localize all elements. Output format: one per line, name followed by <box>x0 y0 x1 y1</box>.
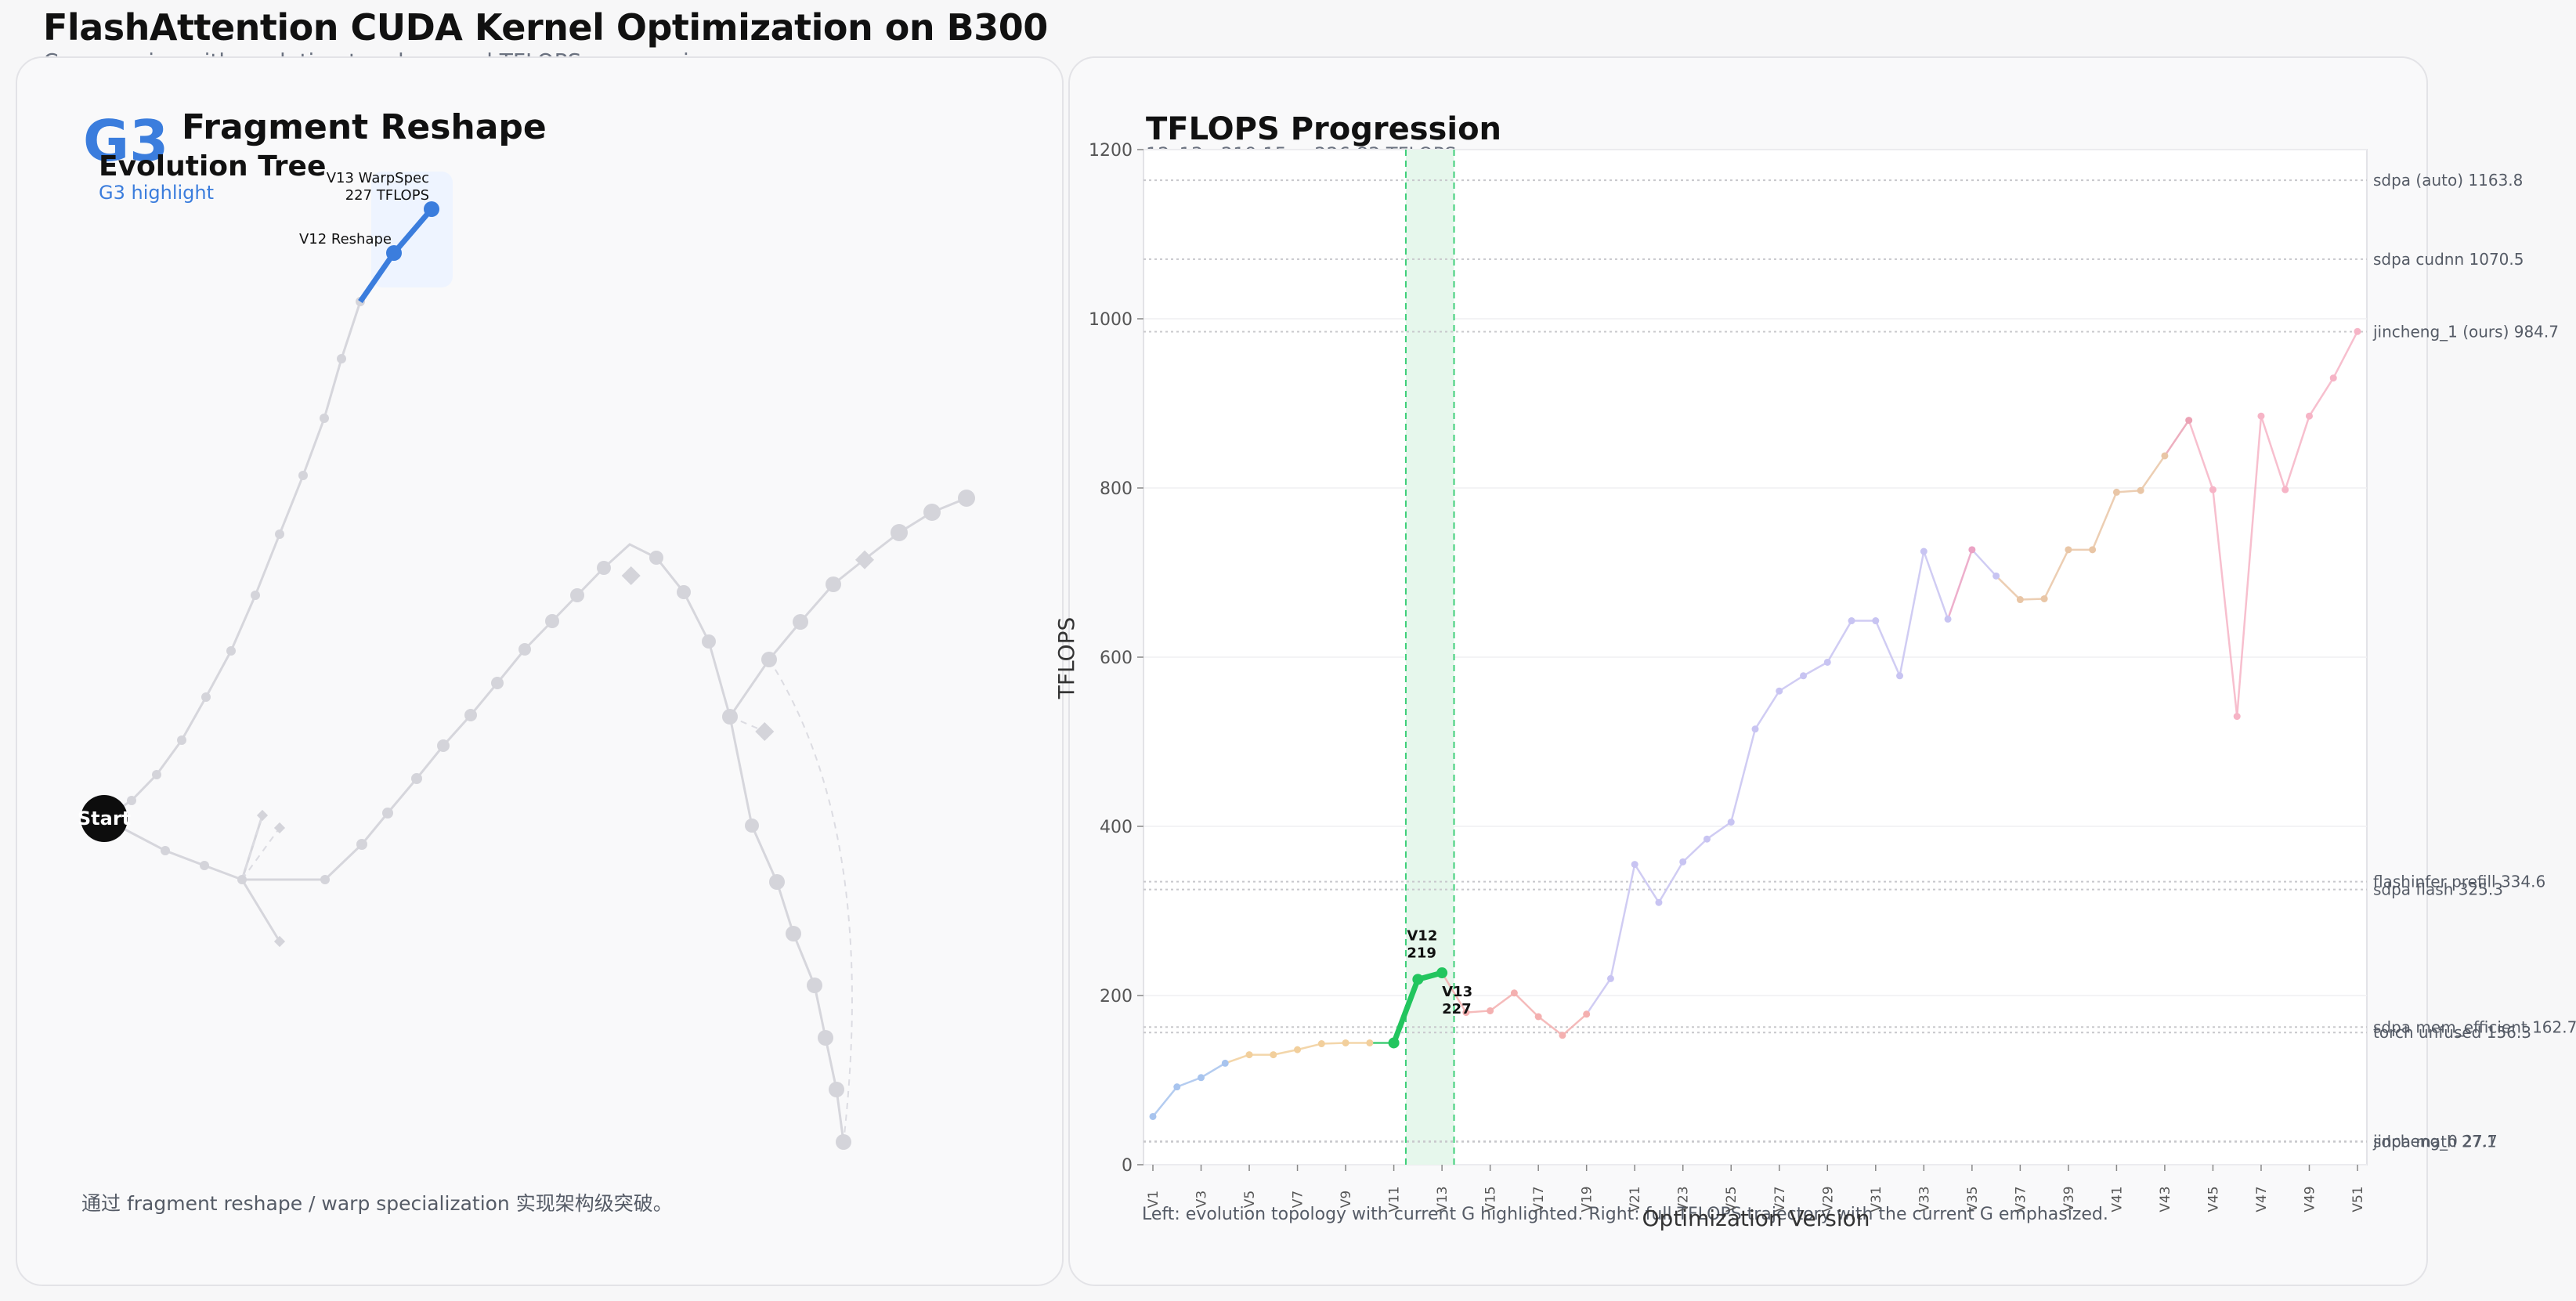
tree-title: Evolution Tree <box>99 150 326 183</box>
tree-nodes <box>127 297 975 1150</box>
start-node[interactable] <box>81 795 128 842</box>
tflops-chart-panel: Left: evolution topology with current G … <box>1068 56 2428 1286</box>
v12-node[interactable] <box>386 245 402 261</box>
evolution-tree-svg: G3 Fragment Reshape Evolution Tree G3 hi… <box>78 107 975 1150</box>
tree-edges <box>103 301 967 1143</box>
v13-node-label-line2: 227 TFLOPS <box>345 187 429 204</box>
group-tag: G3 <box>83 108 168 174</box>
v12-node-label: V12 Reshape <box>299 231 392 248</box>
v13-node[interactable] <box>424 201 439 217</box>
tree-subtitle: G3 highlight <box>99 182 214 204</box>
tree-dashed-edges <box>241 659 853 1143</box>
evolution-tree-panel: G3 Fragment Reshape Evolution Tree G3 hi… <box>16 56 1064 1286</box>
group-name: Fragment Reshape <box>182 107 547 147</box>
page-title: FlashAttention CUDA Kernel Optimization … <box>43 6 1048 49</box>
v13-node-label-line1: V13 WarpSpec <box>327 170 429 186</box>
right-footnote: Left: evolution topology with current G … <box>1142 1205 2108 1224</box>
start-node-label: Start <box>78 808 131 829</box>
left-caption: 通过 fragment reshape / warp specializatio… <box>81 1192 673 1215</box>
